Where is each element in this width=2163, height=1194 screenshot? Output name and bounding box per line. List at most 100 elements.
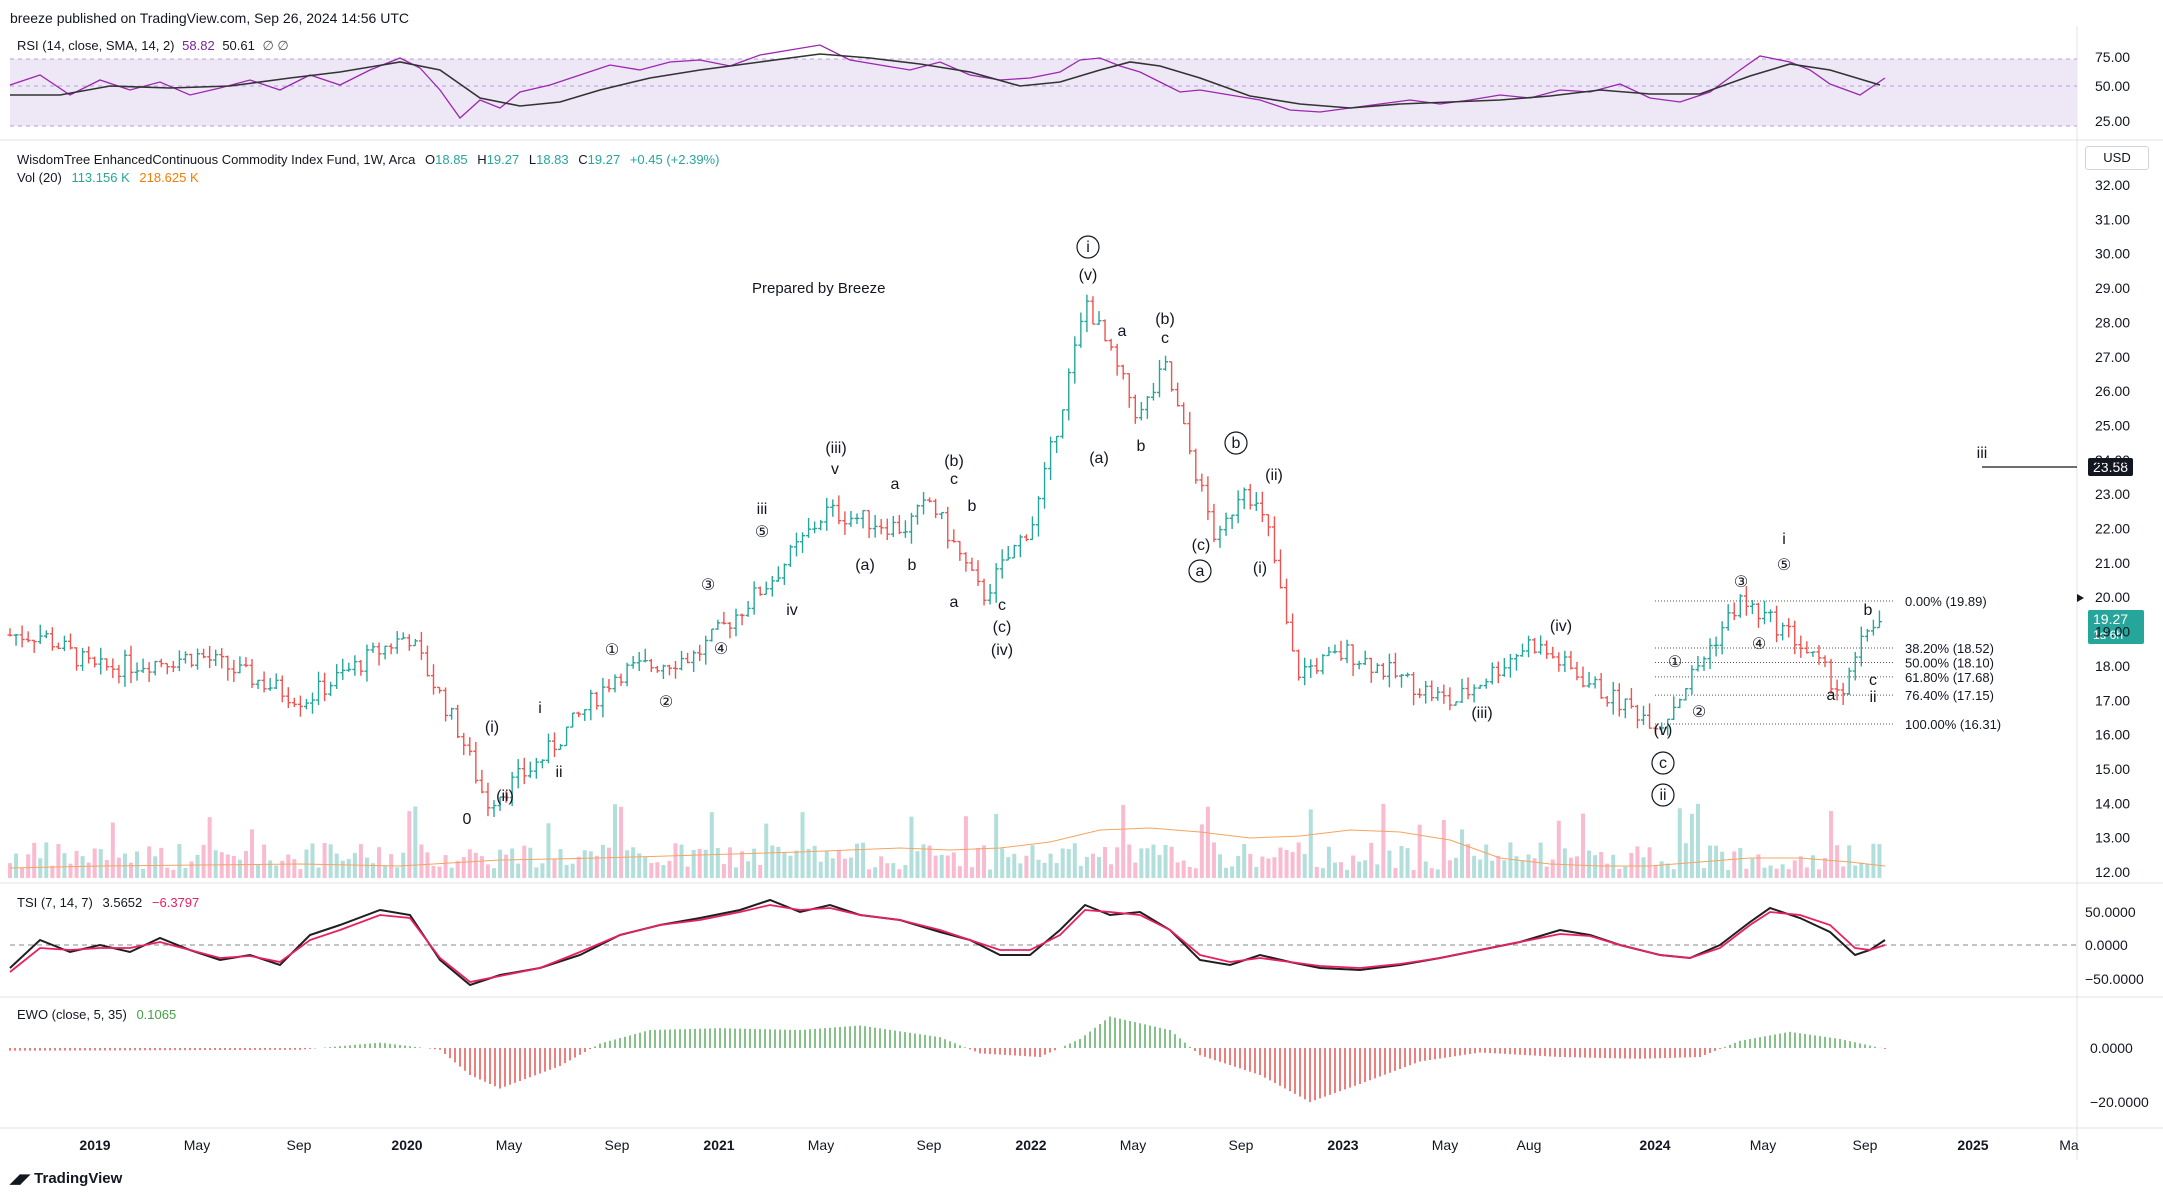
- vol-value: 113.156 K: [71, 170, 130, 185]
- volume-bar: [625, 850, 630, 878]
- volume-bar: [830, 858, 835, 878]
- volume-bar: [1835, 845, 1840, 878]
- wave-label: ⑤: [1777, 557, 1791, 574]
- wave-label: (a): [1089, 450, 1109, 467]
- volume-bar: [504, 854, 509, 878]
- volume-legend[interactable]: Vol (20) 113.156 K 218.625 K: [17, 170, 199, 185]
- tradingview-logo[interactable]: ◢◤ TradingView: [10, 1170, 122, 1187]
- currency-button[interactable]: USD: [2085, 146, 2149, 170]
- volume-bar: [274, 865, 279, 878]
- time-axis[interactable]: 2019 May Sep 2020 May Sep 2021 May Sep 2022 May Sep…: [79, 1137, 2079, 1153]
- volume-bar: [449, 867, 454, 878]
- rsi-sma-value: 50.61: [222, 38, 255, 53]
- circled-wave-label: b: [1232, 435, 1241, 452]
- tsi-signal-value: −6.3797: [151, 895, 200, 910]
- volume-bars: [8, 803, 1882, 878]
- volume-bar: [455, 860, 460, 878]
- volume-bar: [129, 862, 133, 878]
- volume-bar: [141, 868, 146, 878]
- ewo-legend[interactable]: EWO (close, 5, 35) 0.1065: [17, 1007, 176, 1022]
- volume-bar: [1181, 860, 1186, 878]
- circled-wave-ring: [1651, 783, 1675, 807]
- volume-bar: [1490, 860, 1495, 878]
- volume-bar: [1145, 848, 1150, 878]
- volume-bar: [1405, 848, 1410, 878]
- volume-bar: [933, 855, 938, 878]
- volume-bar: [1187, 866, 1192, 878]
- volume-bar: [1859, 862, 1864, 878]
- volume-bar: [92, 848, 97, 878]
- symbol-legend[interactable]: WisdomTree EnhancedContinuous Commodity …: [17, 152, 719, 167]
- price-bars: [7, 294, 1882, 817]
- volume-bar: [498, 849, 503, 878]
- time-tick-label: Ma: [2059, 1137, 2079, 1153]
- volume-bar: [1865, 863, 1870, 878]
- volume-bar: [44, 842, 49, 878]
- volume-bar: [951, 852, 956, 878]
- volume-bar: [1774, 868, 1779, 878]
- volume-bar: [32, 842, 37, 878]
- ohlc-open-label: O: [425, 152, 436, 167]
- volume-bar: [1544, 866, 1549, 878]
- volume-bar: [1260, 856, 1265, 878]
- time-tick-label: May: [1120, 1137, 1146, 1153]
- volume-bar: [1556, 820, 1561, 878]
- wave-label: (i): [1253, 560, 1267, 577]
- wave-label: (b): [1155, 311, 1175, 328]
- rsi-extra: ∅ ∅: [262, 38, 289, 53]
- circled-wave-label: i: [1086, 239, 1090, 256]
- tsi-legend[interactable]: TSI (7, 14, 7) 3.5652 −6.3797: [17, 895, 199, 910]
- price-axis[interactable]: 32.00 31.00 30.00 29.00 28.00 27.00 26.00 25.00…: [2095, 177, 2130, 880]
- volume-bar: [1550, 859, 1555, 878]
- rsi-legend[interactable]: RSI (14, close, SMA, 14, 2) 58.82 50.61 …: [17, 38, 289, 54]
- volume-bar: [1399, 846, 1404, 878]
- ohlc-open: 18.85: [435, 152, 468, 167]
- volume-bar: [1677, 808, 1682, 878]
- wave-label: iii: [757, 501, 768, 518]
- volume-bar: [782, 852, 787, 878]
- volume-bar: [824, 850, 829, 878]
- volume-bar: [479, 856, 484, 878]
- volume-bar: [1714, 845, 1719, 878]
- volume-bar: [1018, 863, 1023, 878]
- time-tick-label: 2023: [1327, 1137, 1358, 1153]
- volume-bar: [110, 822, 115, 878]
- volume-bar: [1871, 843, 1876, 878]
- wave-label: b: [1864, 602, 1873, 619]
- volume-bar: [80, 856, 85, 878]
- volume-bar: [1012, 853, 1017, 878]
- rsi-tick-label: 25.00: [2095, 113, 2130, 129]
- volume-bar: [171, 869, 176, 878]
- volume-bar: [383, 865, 388, 878]
- volume-bar: [691, 850, 696, 878]
- wave-label: a: [891, 476, 900, 493]
- fib-level-label: 76.40% (17.15): [1905, 688, 1994, 703]
- tsi-value: 3.5652: [102, 895, 143, 910]
- wave-label: (c): [1192, 537, 1211, 554]
- tsi-label: TSI (7, 14, 7): [17, 895, 93, 910]
- volume-bar: [1242, 843, 1247, 878]
- fib-retracement[interactable]: 0.00% (19.89) 38.20% (18.52)50.00% (18.10…: [1655, 594, 2001, 732]
- wave-label: ii: [555, 764, 562, 781]
- wave-label: (iv): [991, 642, 1013, 659]
- volume-bar: [528, 847, 533, 878]
- volume-bar: [56, 844, 61, 878]
- volume-bar: [963, 816, 968, 878]
- volume-bar: [1689, 813, 1694, 878]
- volume-bar: [1139, 848, 1144, 878]
- volume-bar: [1496, 855, 1501, 878]
- volume-bar: [116, 857, 121, 878]
- volume-bar: [1756, 854, 1761, 878]
- volume-bar: [1472, 855, 1477, 878]
- volume-bar: [788, 855, 793, 878]
- volume-bar: [510, 848, 515, 878]
- wave-label: ②: [1692, 704, 1706, 721]
- price-tick-label: 23.00: [2095, 486, 2130, 502]
- volume-bar: [286, 854, 291, 878]
- wave-label: (v): [1079, 267, 1098, 284]
- volume-bar: [1339, 862, 1343, 878]
- last-price-tag: 19.27 1d 6h: [2088, 610, 2144, 644]
- price-tick-label: 26.00: [2095, 383, 2130, 399]
- time-tick-label: Sep: [917, 1137, 942, 1153]
